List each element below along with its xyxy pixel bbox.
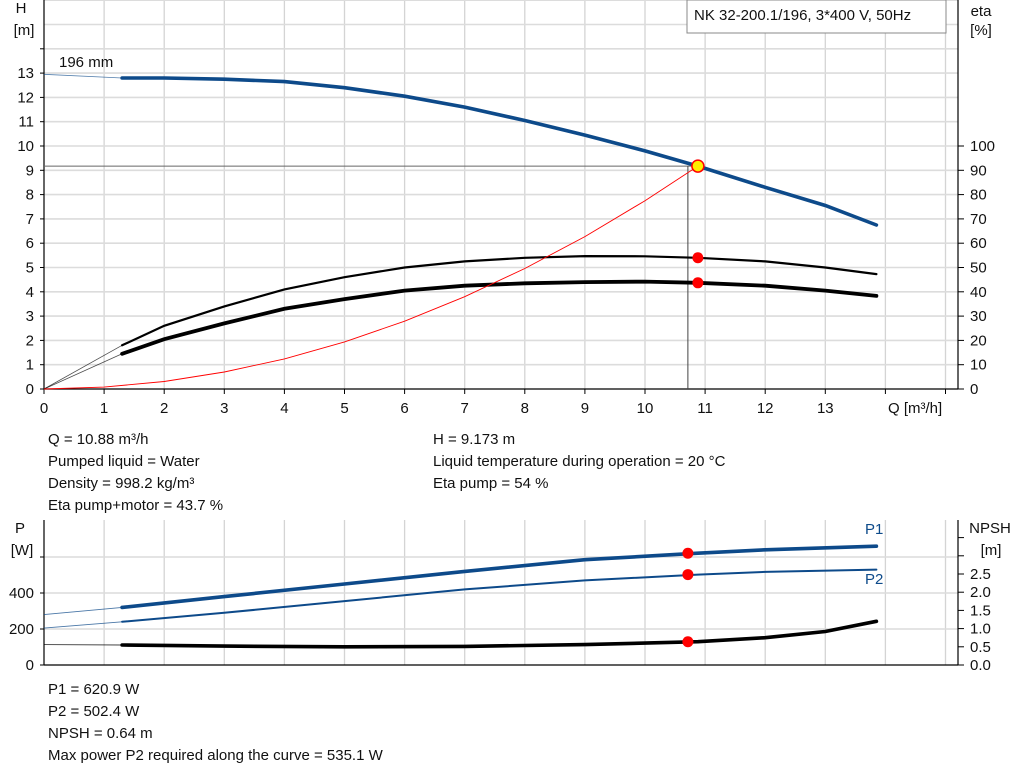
eta-pump-point	[692, 252, 704, 264]
h-tick-label: 9	[26, 162, 34, 179]
info-liquid: Pumped liquid = Water	[48, 453, 200, 470]
eta-tick-label: 0	[970, 381, 978, 398]
eta-tick-label: 50	[970, 260, 987, 277]
p-axis-unit: [W]	[11, 542, 34, 559]
q-tick-label: 8	[521, 400, 529, 417]
chart-title: NK 32-200.1/196, 3*400 V, 50Hz	[694, 7, 911, 24]
npsh-tick-label: 1.0	[970, 621, 991, 638]
eta-tick-label: 40	[970, 284, 987, 301]
p-axis-name: P	[15, 520, 25, 537]
power-info: P1 = 620.9 W P2 = 502.4 W NPSH = 0.64 m …	[48, 679, 383, 767]
npsh-point	[682, 636, 694, 648]
h-tick-label: 6	[26, 235, 34, 252]
h-tick-label: 0	[26, 381, 34, 398]
q-tick-label: 1	[100, 400, 108, 417]
info-q: Q = 10.88 m³/h	[48, 431, 149, 448]
title-box	[686, 0, 947, 34]
p1-series-label: P1	[865, 521, 883, 538]
info-density: Density = 998.2 kg/m³	[48, 475, 195, 492]
h-tick-label: 5	[26, 260, 34, 277]
eta-tick-label: 60	[970, 235, 987, 252]
duty-info-left: Q = 10.88 m³/h Pumped liquid = Water Den…	[48, 429, 223, 517]
q-tick-label: 2	[160, 400, 168, 417]
eta-tick-label: 80	[970, 187, 987, 204]
duty-point-marker	[691, 159, 705, 173]
eta-tick-label: 90	[970, 162, 987, 179]
eta-pump-curve-extension	[43, 344, 123, 390]
eta-axis-name: eta	[971, 3, 993, 20]
p-tick-label: 0	[26, 657, 34, 674]
h-tick-label: 11	[18, 114, 34, 131]
head-curve	[120, 76, 879, 227]
q-tick-label: 5	[340, 400, 348, 417]
h-tick-label: 7	[26, 211, 34, 228]
info-max-p2: Max power P2 required along the curve = …	[48, 747, 383, 764]
q-tick-label: 0	[40, 400, 48, 417]
p1-point	[682, 547, 694, 559]
p2-curve-extension	[43, 621, 123, 629]
eta-tick-label: 20	[970, 332, 987, 349]
eta-pump-curve	[121, 254, 878, 347]
npsh-tick-label: 2.5	[970, 566, 991, 583]
duty-info-right: H = 9.173 m Liquid temperature during op…	[433, 429, 725, 495]
info-npsh: NPSH = 0.64 m	[48, 725, 153, 742]
eta-pump-motor-curve	[120, 279, 879, 356]
q-tick-label: 6	[400, 400, 408, 417]
eta-pump-motor-point	[692, 277, 704, 289]
h-tick-label: 1	[26, 357, 34, 374]
info-eta-pump-motor: Eta pump+motor = 43.7 %	[48, 497, 224, 514]
q-tick-label: 11	[697, 400, 713, 417]
npsh-tick-label: 0.5	[970, 639, 991, 656]
q-axis-label: Q [m³/h]	[888, 400, 942, 417]
system-curve	[43, 165, 699, 390]
p-tick-label: 200	[9, 621, 34, 638]
eta-axis-unit: [%]	[970, 22, 992, 39]
head-curve-extension	[43, 73, 123, 79]
q-tick-label: 4	[280, 400, 288, 417]
h-tick-label: 4	[26, 284, 34, 301]
p-tick-label: 400	[9, 585, 34, 602]
npsh-tick-label: 0.0	[970, 657, 991, 674]
h-tick-label: 8	[26, 187, 34, 204]
p2-point	[682, 569, 694, 581]
info-p1: P1 = 620.9 W	[48, 681, 140, 698]
info-eta-pump: Eta pump = 54 %	[433, 475, 549, 492]
npsh-axis-name: NPSH	[969, 520, 1011, 537]
h-tick-label: 12	[17, 89, 34, 106]
info-h: H = 9.173 m	[433, 431, 516, 448]
npsh-curve	[120, 619, 879, 649]
h-axis-name: H	[16, 0, 27, 17]
p1-curve-extension	[43, 606, 123, 616]
h-tick-label: 10	[17, 138, 34, 155]
q-tick-label: 9	[581, 400, 589, 417]
q-tick-label: 12	[757, 400, 774, 417]
impeller-label: 196 mm	[59, 54, 113, 71]
npsh-tick-label: 1.5	[970, 602, 991, 619]
info-temperature: Liquid temperature during operation = 20…	[433, 453, 726, 470]
eta-tick-label: 100	[970, 138, 995, 155]
info-p2: P2 = 502.4 W	[48, 703, 140, 720]
npsh-tick-label: 2.0	[970, 584, 991, 601]
eta-tick-label: 10	[970, 357, 987, 374]
h-tick-label: 3	[26, 308, 34, 325]
p2-series-label: P2	[865, 571, 883, 588]
p2-curve	[121, 568, 878, 623]
npsh-axis-unit: [m]	[981, 542, 1002, 559]
eta-pump-motor-curve-extension	[43, 353, 123, 390]
h-axis-unit: [m]	[14, 22, 35, 39]
h-tick-label: 13	[17, 65, 34, 82]
eta-tick-label: 30	[970, 308, 987, 325]
q-tick-label: 13	[817, 400, 834, 417]
q-tick-label: 10	[637, 400, 654, 417]
eta-tick-label: 70	[970, 211, 987, 228]
q-tick-label: 7	[461, 400, 469, 417]
h-tick-label: 2	[26, 332, 34, 349]
p1-curve	[120, 544, 879, 610]
q-tick-label: 3	[220, 400, 228, 417]
